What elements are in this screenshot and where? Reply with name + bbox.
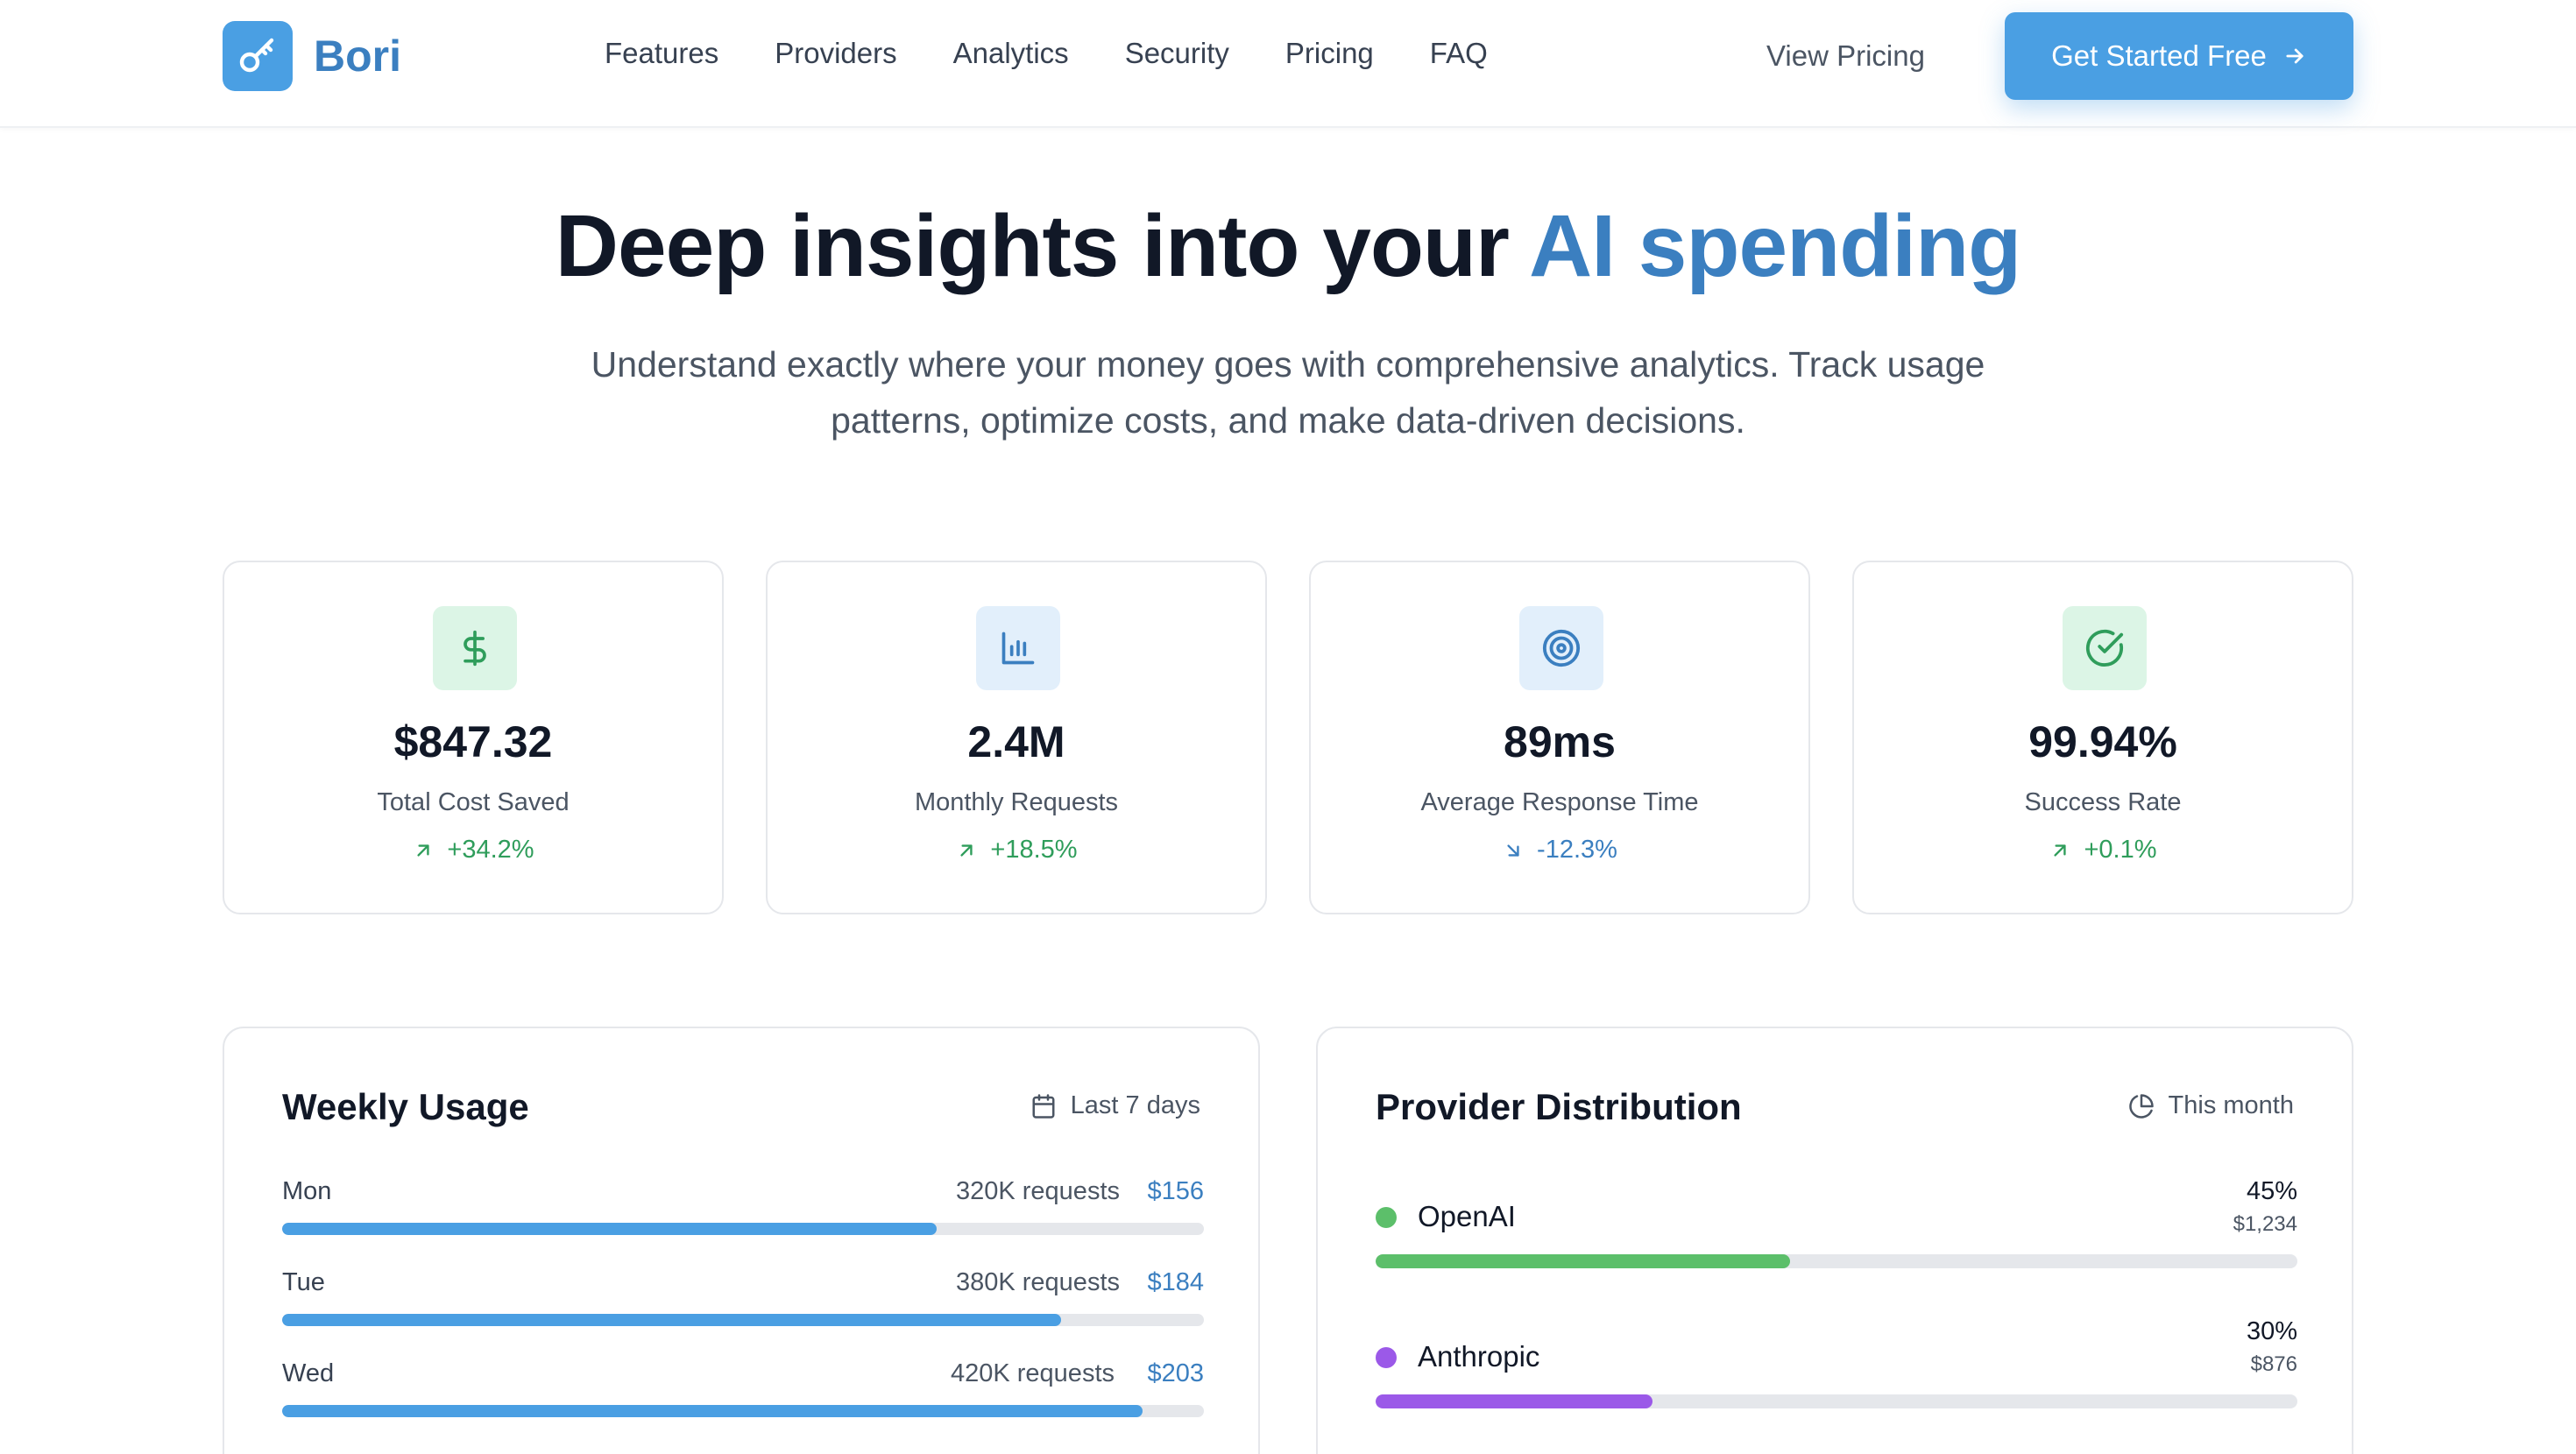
stat-card-success-rate: 99.94% Success Rate +0.1%	[1852, 561, 2353, 914]
hero-title: Deep insights into your AI spending	[0, 196, 2576, 297]
provider-dot	[1376, 1207, 1397, 1228]
provider-cost: $1,234	[2233, 1212, 2297, 1236]
provider-bar-fill	[1376, 1254, 1791, 1268]
hero-title-accent: AI spending	[1529, 197, 2021, 295]
usage-row: Wed 420K requests $203	[282, 1359, 1204, 1429]
usage-day: Tue	[282, 1268, 325, 1296]
key-icon	[223, 21, 293, 91]
usage-day: Wed	[282, 1359, 335, 1387]
stat-change-value: +18.5%	[990, 836, 1078, 864]
nav-link-faq[interactable]: FAQ	[1429, 37, 1488, 69]
stat-card-monthly-requests: 2.4M Monthly Requests +18.5%	[766, 561, 1267, 914]
usage-bar-track	[282, 1314, 1204, 1326]
nav-link-features[interactable]: Features	[605, 37, 719, 69]
calendar-icon	[1032, 1093, 1055, 1119]
provider-row-openai: OpenAI 45% $1,234	[1376, 1177, 2297, 1274]
usage-day: Mon	[282, 1177, 332, 1205]
arrow-down-right-icon	[1507, 843, 1519, 857]
usage-requests: 380K requests	[955, 1268, 1120, 1296]
provider-distribution-panel: Provider Distribution This month OpenAI …	[1316, 1027, 2353, 1454]
target-icon	[1519, 606, 1603, 690]
stat-label: Monthly Requests	[914, 788, 1119, 816]
provider-dot	[1376, 1347, 1397, 1368]
nav-link-analytics[interactable]: Analytics	[952, 37, 1069, 69]
usage-cost: $156	[1147, 1177, 1204, 1205]
usage-bar-fill	[282, 1314, 1061, 1326]
arrow-up-right-icon	[960, 843, 973, 857]
provider-bar-track	[1376, 1394, 2297, 1408]
arrow-right-icon	[2282, 44, 2307, 68]
stat-label: Average Response Time	[1420, 788, 1699, 816]
view-pricing-link[interactable]: View Pricing	[1766, 39, 1925, 72]
usage-row: Tue 380K requests $184	[282, 1268, 1204, 1338]
stat-card-response-time: 89ms Average Response Time -12.3%	[1309, 561, 1810, 914]
stat-change: +34.2%	[224, 836, 722, 865]
stat-value: 2.4M	[967, 717, 1065, 766]
provider-row-anthropic: Anthropic 30% $876	[1376, 1317, 2297, 1414]
usage-bar-fill	[282, 1405, 1143, 1417]
pie-chart-icon	[2128, 1093, 2154, 1119]
usage-cost: $203	[1147, 1359, 1204, 1387]
hero-subtitle: Understand exactly where your money goes…	[591, 344, 1985, 441]
nav-links: Features Providers Analytics Security Pr…	[605, 37, 1544, 70]
panel-title: Provider Distribution	[1376, 1086, 1742, 1127]
hero-title-main: Deep insights into your	[555, 197, 1510, 295]
provider-cost: $876	[2250, 1352, 2297, 1376]
usage-cost: $184	[1147, 1268, 1204, 1296]
arrow-up-right-icon	[417, 843, 430, 857]
provider-name: OpenAI	[1418, 1200, 1516, 1232]
stat-change-value: -12.3%	[1537, 836, 1617, 864]
usage-bar-fill	[282, 1223, 937, 1235]
stat-change: +18.5%	[768, 836, 1265, 865]
period-selector[interactable]: This month	[2128, 1091, 2294, 1120]
provider-bar-track	[1376, 1254, 2297, 1268]
nav-link-pricing[interactable]: Pricing	[1284, 37, 1374, 69]
panel-title: Weekly Usage	[282, 1086, 529, 1127]
brand-logo[interactable]: Bori	[223, 21, 401, 91]
date-range-label: Last 7 days	[1070, 1091, 1200, 1119]
stat-change: +0.1%	[1854, 836, 2352, 865]
get-started-label: Get Started Free	[2051, 39, 2267, 72]
stat-change-value: +34.2%	[447, 836, 534, 864]
provider-bar-fill	[1376, 1394, 1652, 1408]
arrow-up-right-icon	[2054, 843, 2067, 857]
usage-bar-track	[282, 1405, 1204, 1417]
stat-change: -12.3%	[1311, 836, 1808, 865]
stat-value: 99.94%	[2028, 717, 2177, 766]
stat-label: Success Rate	[2024, 788, 2182, 816]
top-nav: Bori Features Providers Analytics Securi…	[0, 0, 2576, 128]
provider-percent: 45%	[2246, 1177, 2297, 1205]
bar-chart-icon	[976, 606, 1060, 690]
period-label: This month	[2168, 1091, 2294, 1119]
nav-link-security[interactable]: Security	[1124, 37, 1229, 69]
stat-label: Total Cost Saved	[377, 788, 570, 816]
usage-requests: 420K requests	[950, 1359, 1115, 1387]
brand-name: Bori	[314, 32, 401, 81]
stat-change-value: +0.1%	[2084, 836, 2157, 864]
stats-row: $847.32 Total Cost Saved +34.2% 2.4M Mon…	[223, 561, 2353, 914]
stat-value: $847.32	[393, 717, 553, 766]
dollar-icon	[433, 606, 517, 690]
provider-name: Anthropic	[1418, 1340, 1540, 1373]
nav-link-providers[interactable]: Providers	[775, 37, 897, 69]
provider-percent: 30%	[2246, 1317, 2297, 1345]
usage-row: Mon 320K requests $156	[282, 1177, 1204, 1247]
usage-bar-track	[282, 1223, 1204, 1235]
date-range-selector[interactable]: Last 7 days	[1030, 1091, 1200, 1120]
get-started-button[interactable]: Get Started Free	[2005, 12, 2353, 100]
weekly-usage-panel: Weekly Usage Last 7 days Mon 320K reques…	[223, 1027, 1260, 1454]
stat-card-cost-saved: $847.32 Total Cost Saved +34.2%	[223, 561, 724, 914]
usage-requests: 320K requests	[955, 1177, 1120, 1205]
stat-value: 89ms	[1504, 717, 1616, 766]
check-circle-icon	[2063, 606, 2147, 690]
